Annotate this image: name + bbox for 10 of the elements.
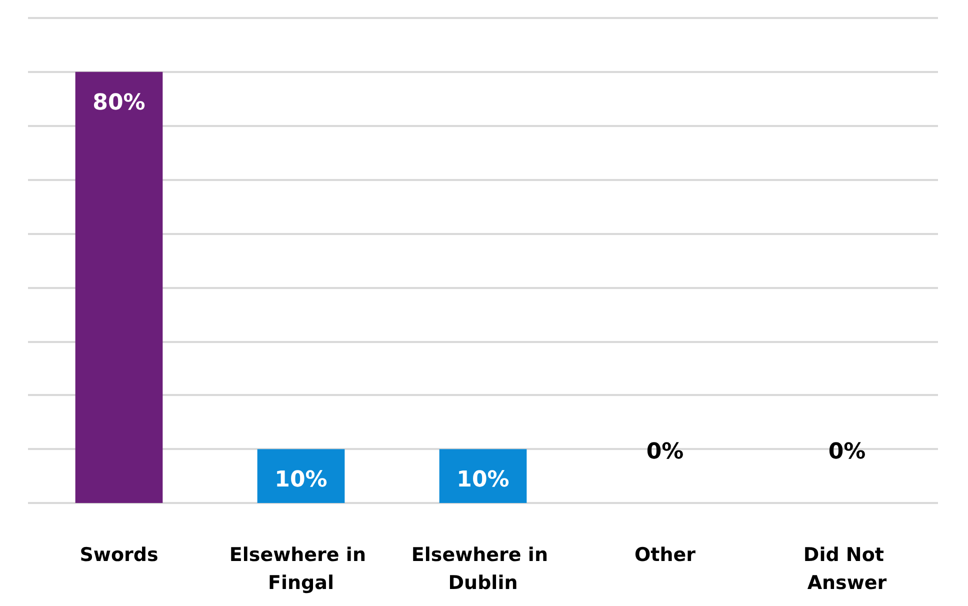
data-label: 10% [456,468,510,493]
data-label: 80% [92,90,146,116]
x-tick-label: Did Not Answer [803,544,891,594]
data-label: 0% [828,440,866,464]
data-label: 0% [646,440,684,464]
x-tick-label: Elsewhere in Dublin [411,544,555,594]
x-tick-label: Elsewhere in Fingal [229,544,373,594]
x-tick-label: Swords [80,544,158,566]
data-label: 10% [274,468,328,493]
x-tick-label: Other [634,544,696,566]
